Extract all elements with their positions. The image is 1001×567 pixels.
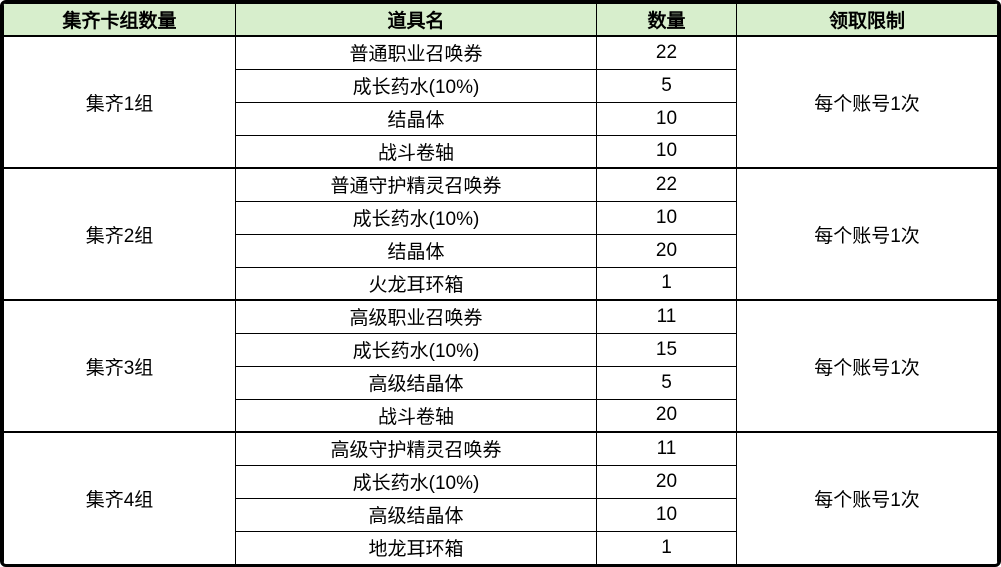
group-name-cell: 集齐2组 (3, 167, 236, 301)
quantity-cell: 22 (596, 36, 737, 70)
quantity-cell: 11 (596, 431, 737, 466)
quantity-cell: 1 (596, 530, 737, 564)
quantity-cell: 10 (596, 134, 737, 169)
table-row: 成长药水(10%) 10 (4, 200, 998, 235)
table-row: 地龙耳环箱 1 (4, 530, 998, 564)
table-row: 集齐4组 高级守护精灵召唤券 11 每个账号1次 (3, 431, 998, 564)
item-name-cell: 成长药水(10%) (235, 464, 597, 499)
quantity-cell: 10 (596, 200, 737, 235)
table-row: 集齐3组 高级职业召唤券 11 每个账号1次 (3, 299, 998, 433)
header-claim-limit: 领取限制 (736, 3, 998, 37)
table-row: 成长药水(10%) 20 (4, 464, 998, 499)
group-name-cell: 集齐3组 (3, 299, 236, 433)
quantity-cell: 22 (596, 167, 737, 202)
claim-limit-cell: 每个账号1次 (736, 36, 998, 169)
header-quantity: 数量 (596, 3, 737, 37)
claim-limit-cell: 每个账号1次 (736, 299, 998, 433)
header-row: 集齐卡组数量 道具名 数量 领取限制 (3, 3, 998, 37)
table-row: 集齐1组 普通职业召唤券 22 每个账号1次 (3, 36, 998, 169)
header-item-name: 道具名 (235, 3, 597, 37)
table-row: 高级结晶体 10 (4, 497, 998, 532)
item-name-cell: 高级守护精灵召唤券 (235, 431, 597, 466)
item-name-cell: 成长药水(10%) (235, 68, 597, 103)
quantity-cell: 20 (596, 398, 737, 433)
table-body: 集齐1组 普通职业召唤券 22 每个账号1次 成长药水(10%) 5 结晶体 10 战斗卷轴 10… (3, 36, 998, 564)
quantity-cell: 20 (596, 464, 737, 499)
item-name-cell: 地龙耳环箱 (235, 530, 597, 564)
item-name-cell: 普通职业召唤券 (235, 36, 597, 70)
quantity-cell: 1 (596, 266, 737, 301)
table-row: 战斗卷轴 20 (4, 398, 998, 433)
item-name-cell: 火龙耳环箱 (235, 266, 597, 301)
table-header: 集齐卡组数量 道具名 数量 领取限制 (3, 3, 998, 37)
item-name-cell: 高级结晶体 (235, 365, 597, 400)
item-name-cell: 结晶体 (235, 101, 597, 136)
table-row: 集齐2组 普通守护精灵召唤券 22 每个账号1次 (3, 167, 998, 301)
item-name-cell: 结晶体 (235, 233, 597, 268)
header-card-set-count: 集齐卡组数量 (3, 3, 236, 37)
reward-table: 集齐卡组数量 道具名 数量 领取限制 集齐1组 普通职业召唤券 22 每个账号1次 成长… (3, 3, 998, 564)
item-name-cell: 战斗卷轴 (235, 134, 597, 169)
group-name-cell: 集齐4组 (3, 431, 236, 564)
item-name-cell: 成长药水(10%) (235, 332, 597, 367)
claim-limit-cell: 每个账号1次 (736, 431, 998, 564)
table-row: 高级结晶体 5 (4, 365, 998, 400)
item-name-cell: 高级结晶体 (235, 497, 597, 532)
group-name-cell: 集齐1组 (3, 36, 236, 169)
quantity-cell: 20 (596, 233, 737, 268)
quantity-cell: 10 (596, 497, 737, 532)
item-name-cell: 战斗卷轴 (235, 398, 597, 433)
table-row: 战斗卷轴 10 (4, 134, 998, 169)
item-name-cell: 成长药水(10%) (235, 200, 597, 235)
quantity-cell: 11 (596, 299, 737, 334)
claim-limit-cell: 每个账号1次 (736, 167, 998, 301)
quantity-cell: 15 (596, 332, 737, 367)
table-row: 成长药水(10%) 5 (4, 68, 998, 103)
item-name-cell: 高级职业召唤券 (235, 299, 597, 334)
item-name-cell: 普通守护精灵召唤券 (235, 167, 597, 202)
quantity-cell: 10 (596, 101, 737, 136)
quantity-cell: 5 (596, 365, 737, 400)
quantity-cell: 5 (596, 68, 737, 103)
